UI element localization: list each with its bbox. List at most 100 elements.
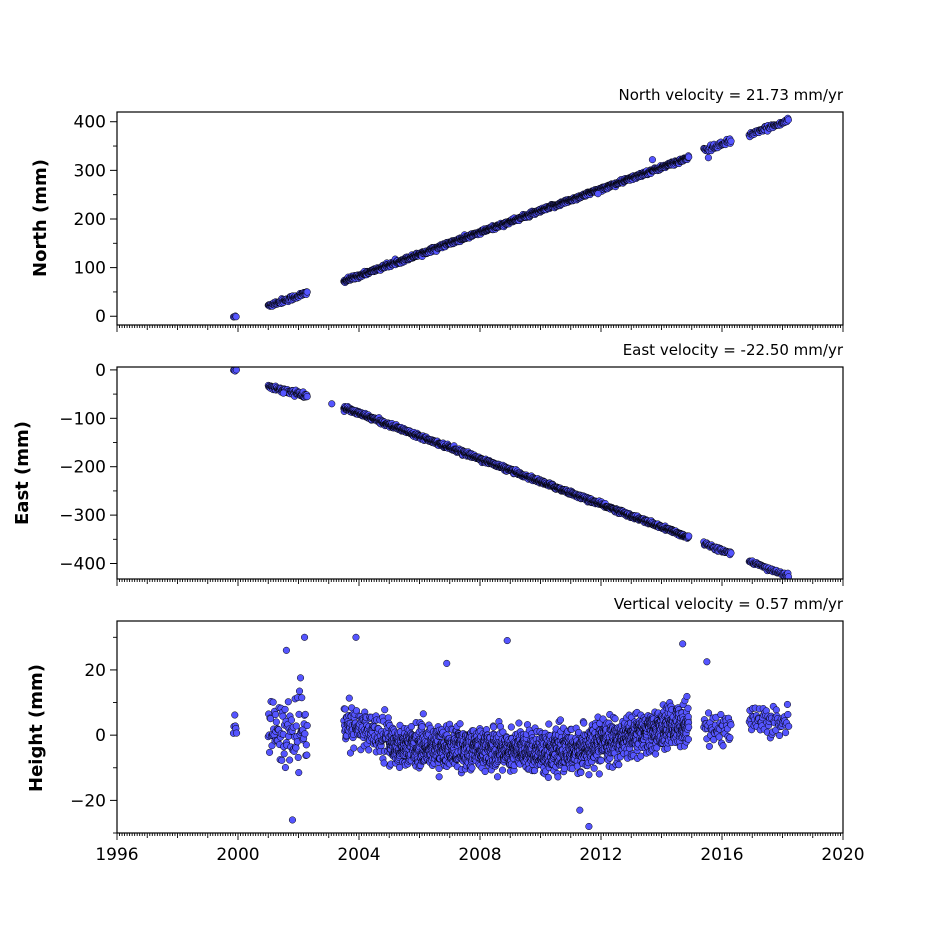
data-point	[493, 773, 502, 781]
data-point	[341, 705, 349, 713]
north-velocity-title: North velocity = 21.73 mm/yr	[619, 86, 844, 104]
north-panel: North velocity = 21.73 mm/yr North (mm) …	[30, 86, 844, 332]
data-point	[597, 756, 605, 764]
data-point	[577, 769, 585, 777]
data-point	[648, 156, 656, 164]
data-point	[231, 711, 239, 719]
data-point	[580, 719, 588, 727]
data-point	[302, 741, 310, 749]
data-point	[303, 722, 311, 730]
east-y-ticks: 0 −100 −200 −300 −400	[59, 361, 117, 575]
data-point	[303, 288, 311, 296]
y-tick-label: 400	[74, 113, 106, 133]
data-point	[490, 723, 498, 731]
data-point	[279, 712, 287, 720]
data-point	[278, 756, 286, 764]
data-point	[281, 705, 289, 713]
data-point	[556, 716, 564, 724]
data-point	[456, 720, 464, 728]
east-y-axis-label: East (mm)	[12, 421, 33, 525]
data-point	[266, 748, 274, 756]
data-point	[295, 769, 303, 777]
data-point	[380, 759, 388, 767]
north-y-axis-label: North (mm)	[30, 159, 51, 277]
data-point	[498, 766, 507, 774]
data-point	[233, 729, 241, 737]
data-point	[595, 770, 603, 778]
data-point	[727, 137, 735, 145]
data-point	[704, 154, 712, 162]
east-x-ticks	[116, 579, 844, 586]
data-point	[784, 116, 792, 124]
vertical-velocity-title: Vertical velocity = 0.57 mm/yr	[614, 595, 844, 613]
data-point	[435, 765, 443, 773]
data-point	[281, 763, 289, 772]
data-point	[346, 749, 355, 757]
data-point	[481, 767, 489, 776]
data-point	[328, 400, 336, 408]
y-tick-label: −400	[59, 555, 106, 575]
data-point	[507, 723, 515, 731]
data-point	[286, 756, 294, 764]
north-x-ticks	[116, 325, 844, 332]
north-y-ticks: 0 100 200 300 400	[74, 113, 117, 327]
data-point	[685, 153, 693, 161]
y-tick-label: 200	[74, 210, 106, 230]
y-tick-label: 0	[95, 361, 106, 381]
data-point	[292, 722, 300, 730]
data-point	[544, 773, 552, 782]
y-tick-label: 100	[74, 259, 106, 279]
data-point	[727, 549, 735, 557]
data-point	[232, 367, 240, 374]
east-panel: East velocity = -22.50 mm/yr East (mm) 0…	[12, 341, 844, 586]
height-panel: Vertical velocity = 0.57 mm/yr Height (m…	[26, 595, 865, 865]
data-point	[272, 718, 280, 726]
data-point	[296, 674, 305, 682]
data-point	[303, 751, 311, 759]
data-point	[590, 764, 598, 772]
data-point	[269, 698, 277, 706]
height-y-axis-label: Height (mm)	[26, 664, 47, 792]
data-point	[468, 764, 476, 772]
data-point	[298, 694, 306, 702]
height-points	[229, 633, 793, 831]
data-point	[515, 719, 523, 727]
data-point	[594, 190, 602, 198]
north-points	[229, 114, 792, 321]
east-velocity-title: East velocity = -22.50 mm/yr	[623, 341, 844, 359]
data-point	[284, 698, 292, 706]
data-point	[345, 694, 353, 702]
data-point	[232, 313, 240, 321]
y-tick-label: 0	[95, 307, 106, 327]
data-point	[435, 773, 443, 781]
data-point	[301, 710, 309, 718]
y-tick-label: 300	[74, 161, 106, 181]
y-tick-label: −300	[59, 506, 106, 526]
data-point	[280, 750, 288, 758]
data-point	[295, 687, 304, 695]
data-point	[381, 706, 389, 714]
data-point	[287, 716, 295, 724]
data-point	[407, 723, 415, 731]
y-tick-label: −100	[59, 409, 106, 429]
data-point	[303, 392, 311, 401]
data-point	[554, 773, 562, 781]
data-point	[292, 744, 300, 752]
data-point	[272, 710, 280, 719]
data-point	[419, 710, 427, 718]
data-point	[585, 771, 593, 779]
data-point	[294, 753, 302, 762]
data-point	[784, 573, 793, 579]
east-points	[230, 367, 793, 579]
y-tick-label: −200	[59, 458, 106, 478]
data-point	[267, 715, 275, 723]
data-point	[301, 730, 309, 738]
data-point	[279, 389, 287, 397]
data-point	[545, 720, 553, 728]
data-point	[685, 532, 693, 540]
data-point	[365, 746, 373, 754]
data-point	[418, 723, 426, 731]
data-point	[350, 744, 358, 752]
